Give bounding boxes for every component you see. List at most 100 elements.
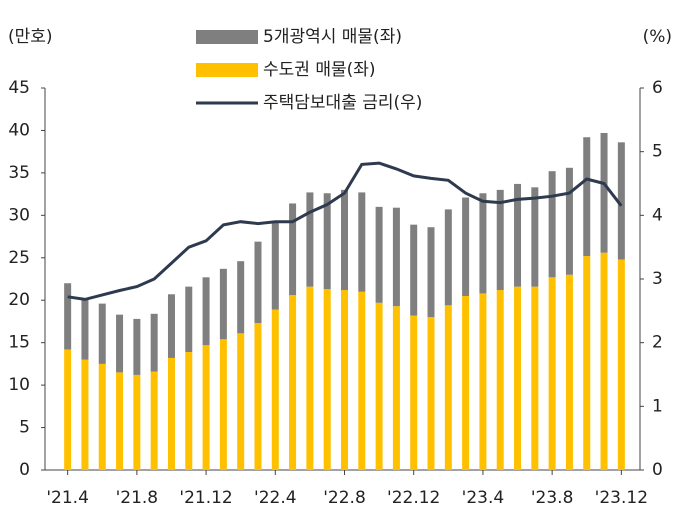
bar: [202, 345, 210, 470]
bar: [323, 289, 331, 470]
bar: [427, 317, 435, 470]
bar: [271, 309, 279, 470]
bar: [548, 277, 556, 470]
bar: [306, 192, 314, 287]
y-tick-label: 25: [8, 248, 30, 268]
x-tick-label: '22.8: [323, 488, 366, 508]
bar: [392, 306, 400, 470]
bar: [531, 286, 539, 470]
y-unit: (만호): [8, 27, 53, 47]
bar: [323, 193, 331, 290]
x-tick-label: '23.4: [462, 488, 505, 508]
bar: [64, 349, 72, 470]
bar: [81, 359, 89, 470]
y2-tick-label: 1: [652, 396, 663, 416]
bar: [237, 261, 245, 334]
y-tick-label: 40: [8, 120, 30, 140]
bar: [600, 132, 608, 253]
bar: [392, 207, 400, 307]
y2-tick-label: 4: [652, 205, 663, 225]
bar: [150, 371, 158, 470]
y-tick-label: 15: [8, 333, 30, 353]
bar: [289, 203, 297, 296]
x-tick-label: '21.8: [116, 488, 159, 508]
bar: [150, 313, 158, 372]
y2-tick-label: 5: [652, 142, 663, 162]
bar: [617, 142, 625, 260]
bar: [306, 286, 314, 470]
y2-tick-label: 0: [652, 460, 663, 480]
y2-tick-label: 2: [652, 333, 663, 353]
bar: [462, 295, 470, 470]
bar: [444, 305, 452, 470]
bar: [427, 227, 435, 318]
bar: [410, 315, 418, 470]
x-tick-label: '22.4: [254, 488, 297, 508]
bar: [133, 374, 141, 470]
legend-swatch: [196, 30, 258, 44]
bar: [219, 339, 227, 470]
bar: [116, 314, 124, 373]
bar: [254, 323, 262, 470]
line: [67, 161, 623, 301]
bar: [341, 189, 348, 291]
bar: [167, 357, 175, 470]
legend-label: 주택담보대출 금리(우): [263, 93, 422, 113]
bar: [514, 286, 522, 470]
bar: [531, 187, 539, 287]
bar: [565, 274, 573, 470]
bar: [98, 363, 106, 470]
y-tick-label: 0: [19, 460, 30, 480]
bar: [410, 224, 418, 316]
bar: [514, 183, 522, 287]
bar: [116, 372, 124, 470]
bar: [565, 167, 573, 275]
bar: [583, 256, 591, 470]
bar: [462, 197, 470, 296]
x-tick-label: '23.12: [595, 488, 648, 508]
bar: [583, 137, 591, 257]
x-tick-label: '22.12: [387, 488, 440, 508]
bar: [617, 259, 625, 470]
y-tick-label: 5: [19, 418, 30, 438]
bar: [375, 206, 383, 303]
x-tick-label: '21.4: [46, 488, 89, 508]
bar: [254, 241, 262, 324]
bar: [496, 290, 504, 470]
x-tick-label: '21.12: [179, 488, 232, 508]
y-tick-label: 30: [8, 205, 30, 225]
bar: [202, 277, 210, 346]
bar: [81, 298, 89, 360]
bar: [185, 352, 193, 470]
bar: [185, 286, 193, 353]
bar: [64, 283, 72, 350]
y2-tick-label: 6: [652, 78, 663, 98]
y-tick-label: 20: [8, 290, 30, 310]
bar: [375, 302, 383, 470]
x-tick-label: '23.8: [531, 488, 574, 508]
y2-unit: (%): [643, 27, 672, 47]
y2-tick-label: 3: [652, 269, 663, 289]
bar: [289, 295, 297, 470]
bar: [341, 290, 348, 470]
y-tick-label: 45: [8, 78, 30, 98]
bar: [237, 333, 245, 470]
bar: [548, 171, 556, 278]
bar: [479, 193, 487, 294]
y-tick-label: 10: [8, 375, 30, 395]
bar: [496, 189, 504, 291]
bar: [358, 291, 366, 470]
bar: [479, 293, 487, 470]
bar: [271, 222, 279, 310]
bar: [358, 192, 366, 292]
bar: [98, 303, 106, 364]
legend-swatch: [196, 63, 258, 77]
legend-label: 수도권 매물(좌): [263, 60, 376, 80]
legend-label: 5개광역시 매물(좌): [263, 27, 402, 47]
bar: [444, 209, 452, 306]
y-tick-label: 35: [8, 163, 30, 183]
bar: [133, 318, 141, 375]
bar: [167, 294, 175, 358]
bar: [219, 268, 227, 340]
